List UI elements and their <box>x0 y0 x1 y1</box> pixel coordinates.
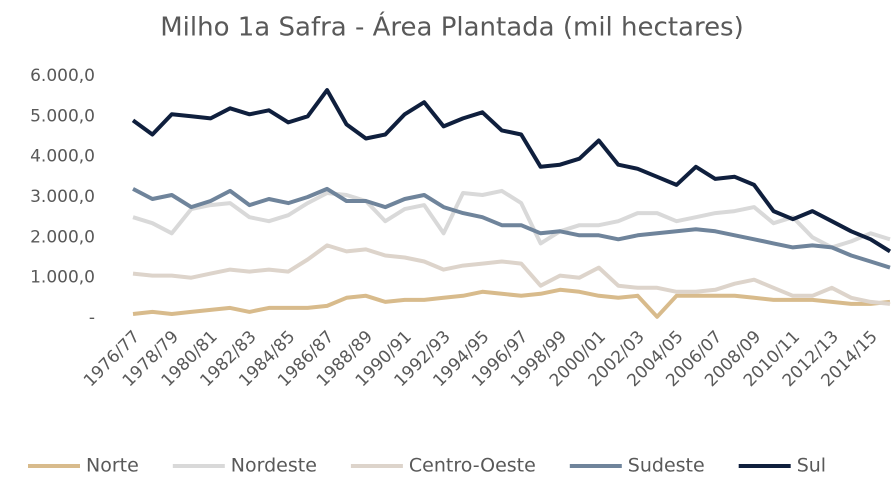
y-tick-label: 3.000,0 <box>30 187 95 207</box>
series-line <box>131 88 892 254</box>
y-tick-label: 6.000,0 <box>30 66 95 86</box>
y-tick-label: 2.000,0 <box>30 227 95 247</box>
y-tick-label: 1.000,0 <box>30 268 95 288</box>
series-line <box>132 287 891 319</box>
series-line <box>132 243 891 306</box>
series-line <box>132 186 891 270</box>
y-tick-label: 5.000,0 <box>30 106 95 126</box>
legend-label: Sul <box>797 455 826 477</box>
legend-label: Norte <box>86 455 139 477</box>
legend-label: Nordeste <box>231 455 317 477</box>
y-tick-label: - <box>89 308 95 328</box>
legend-label: Sudeste <box>628 455 705 477</box>
chart-title: Milho 1a Safra - Área Plantada (mil hect… <box>160 11 744 43</box>
legend-label: Centro-Oeste <box>409 455 536 477</box>
series-line <box>132 188 891 250</box>
y-tick-label: 4.000,0 <box>30 147 95 167</box>
